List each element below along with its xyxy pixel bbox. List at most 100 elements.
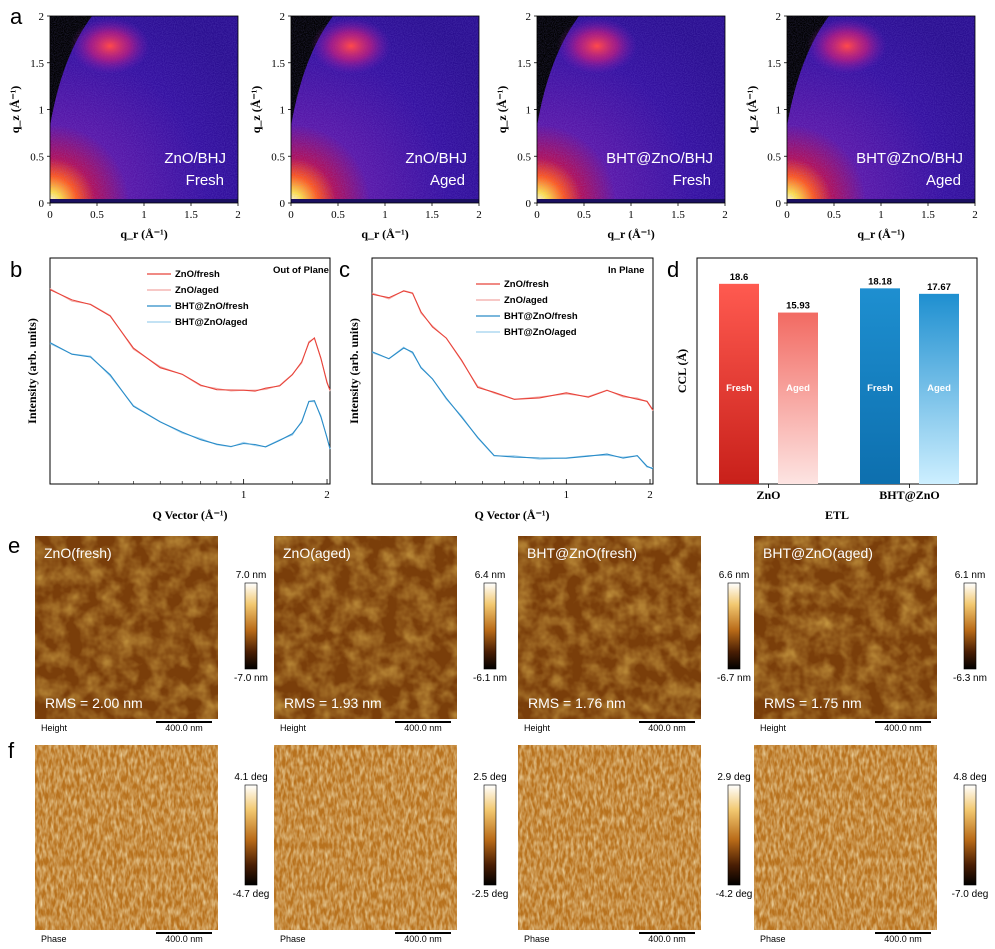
- bar-series-label: Aged: [786, 383, 810, 394]
- colorbar-min-label: -6.7 nm: [717, 673, 751, 684]
- giwaxs-ylabel: q_z (Å⁻¹): [8, 86, 22, 134]
- colorbar: [963, 582, 977, 670]
- giwaxs-ytick: 1.5: [271, 58, 285, 70]
- scale-bar-label: 400.0 nm: [404, 723, 442, 733]
- giwaxs-ytick: 0.5: [767, 151, 781, 163]
- series-line: [371, 346, 654, 469]
- chart-b-title: Out of Plane: [273, 265, 329, 276]
- height-image: BHT@ZnO(aged) RMS = 1.75 nm Height 400.0 nm…: [754, 536, 987, 733]
- colorbar-max-label: 2.5 deg: [473, 772, 506, 783]
- bar-value-label: 15.93: [786, 301, 810, 312]
- giwaxs-xlabel: q_r (Å⁻¹): [857, 227, 904, 241]
- colorbar-max-label: 6.1 nm: [955, 570, 986, 581]
- legend-entry: ZnO/aged: [504, 295, 548, 306]
- phase-image: Phase 400.0 nm 2.5 deg -2.5 deg: [274, 745, 508, 944]
- giwaxs-label-sample: BHT@ZnO/BHJ: [606, 150, 713, 167]
- bar-series-label: Fresh: [726, 383, 752, 394]
- colorbar-min-label: -7.0 nm: [234, 673, 268, 684]
- legend-entry: ZnO/fresh: [504, 279, 549, 290]
- scale-bar-label: 400.0 nm: [648, 934, 686, 944]
- colorbar-min-label: -2.5 deg: [472, 889, 509, 900]
- x-tick-label: 1: [564, 489, 570, 501]
- giwaxs-map: BHT@ZnO/BHJ Fresh 0 0.5 1 1.5 2 0 0.5 1 1.5 2 q_r (Å…: [495, 11, 728, 241]
- giwaxs-xtick: 1: [628, 209, 634, 221]
- colorbar: [483, 784, 497, 886]
- afm-sample-title: ZnO(aged): [283, 545, 351, 561]
- x-tick-label: 2: [324, 489, 330, 501]
- giwaxs-ytick: 1: [526, 105, 532, 117]
- giwaxs-xtick: 1.5: [671, 209, 685, 221]
- legend-entry: ZnO/fresh: [175, 269, 220, 280]
- series-line: [49, 289, 331, 392]
- chart-ccl-bars: 18.6 Fresh 15.93 Aged ZnO 18.18 Fresh 17.67 Aged…: [675, 257, 978, 522]
- giwaxs-label-sample: BHT@ZnO/BHJ: [856, 150, 963, 167]
- giwaxs-xtick: 1.5: [425, 209, 439, 221]
- chart-b-xlabel: Q Vector (Å⁻¹): [152, 508, 227, 522]
- legend-entry: BHT@ZnO/aged: [175, 317, 248, 328]
- legend-entry: ZnO/aged: [175, 285, 219, 296]
- afm-images: ZnO(fresh) RMS = 2.00 nm Height 400.0 nm 7.0…: [35, 536, 988, 944]
- phase-image: Phase 400.0 nm 4.1 deg -4.7 deg: [35, 745, 269, 944]
- phase-mode-label: Phase: [524, 934, 550, 944]
- bar-series-label: Aged: [927, 383, 951, 394]
- afm-rms-label: RMS = 1.93 nm: [284, 695, 382, 711]
- legend-entry: BHT@ZnO/aged: [504, 327, 577, 338]
- phase-image: Phase 400.0 nm 2.9 deg -4.2 deg: [518, 745, 752, 944]
- giwaxs-label-sample: ZnO/BHJ: [405, 150, 467, 167]
- category-label: BHT@ZnO: [879, 488, 940, 502]
- giwaxs-label-state: Fresh: [186, 172, 224, 189]
- giwaxs-xlabel: q_r (Å⁻¹): [120, 227, 167, 241]
- giwaxs-xtick: 1.5: [921, 209, 935, 221]
- giwaxs-ytick: 0: [526, 198, 532, 210]
- giwaxs-label-sample: ZnO/BHJ: [164, 150, 226, 167]
- bar-value-label: 18.6: [730, 272, 749, 283]
- colorbar-min-label: -4.2 deg: [716, 889, 753, 900]
- chart-d-ylabel: CCL (Å): [675, 349, 689, 393]
- bar-value-label: 17.67: [927, 282, 951, 293]
- bar-series-label: Fresh: [867, 383, 893, 394]
- colorbar: [483, 582, 497, 670]
- height-image: ZnO(aged) RMS = 1.93 nm Height 400.0 nm 6.4 …: [274, 536, 507, 733]
- height-mode-label: Height: [524, 723, 551, 733]
- giwaxs-xtick: 2: [476, 209, 482, 221]
- afm-rms-label: RMS = 1.75 nm: [764, 695, 862, 711]
- phase-mode-label: Phase: [41, 934, 67, 944]
- giwaxs-label-state: Fresh: [673, 172, 711, 189]
- giwaxs-ytick: 2: [39, 11, 45, 23]
- giwaxs-ytick: 1: [39, 105, 45, 117]
- bar: [860, 288, 900, 484]
- giwaxs-xtick: 0.5: [331, 209, 345, 221]
- chart-b-ylabel: Intensity (arb. units): [25, 318, 39, 424]
- bar: [919, 293, 959, 484]
- colorbar: [727, 784, 741, 886]
- colorbar-max-label: 4.1 deg: [234, 772, 267, 783]
- giwaxs-ytick: 0.5: [30, 151, 44, 163]
- chart-c-title: In Plane: [608, 265, 644, 276]
- series-line: [49, 342, 331, 450]
- giwaxs-ytick: 0: [39, 198, 45, 210]
- panel-label-e: e: [8, 533, 20, 558]
- giwaxs-ylabel: q_z (Å⁻¹): [745, 86, 759, 134]
- scale-bar-label: 400.0 nm: [884, 723, 922, 733]
- height-mode-label: Height: [41, 723, 68, 733]
- giwaxs-xtick: 0: [534, 209, 540, 221]
- colorbar-min-label: -7.0 deg: [952, 889, 989, 900]
- afm-sample-title: ZnO(fresh): [44, 545, 112, 561]
- giwaxs-maps-row: ZnO/BHJ Fresh 0 0.5 1 1.5 2 0 0.5 1 1.5 2 q_r (Å⁻¹) q…: [8, 11, 978, 241]
- colorbar: [244, 582, 258, 670]
- panel-label-f: f: [8, 738, 15, 763]
- phase-mode-label: Phase: [760, 934, 786, 944]
- giwaxs-xtick: 1: [382, 209, 388, 221]
- scale-bar-label: 400.0 nm: [404, 934, 442, 944]
- afm-rms-label: RMS = 1.76 nm: [528, 695, 626, 711]
- series-line: [371, 289, 654, 412]
- giwaxs-ytick: 2: [776, 11, 782, 23]
- colorbar-max-label: 6.6 nm: [719, 570, 750, 581]
- chart-out-of-plane: Out of Plane ZnO/fresh ZnO/aged BHT@ZnO/fr…: [25, 257, 331, 522]
- series-line: [371, 290, 654, 411]
- giwaxs-ylabel: q_z (Å⁻¹): [249, 86, 263, 134]
- bar: [719, 283, 759, 484]
- series-line: [371, 347, 654, 470]
- height-mode-label: Height: [760, 723, 787, 733]
- giwaxs-ytick: 0: [280, 198, 286, 210]
